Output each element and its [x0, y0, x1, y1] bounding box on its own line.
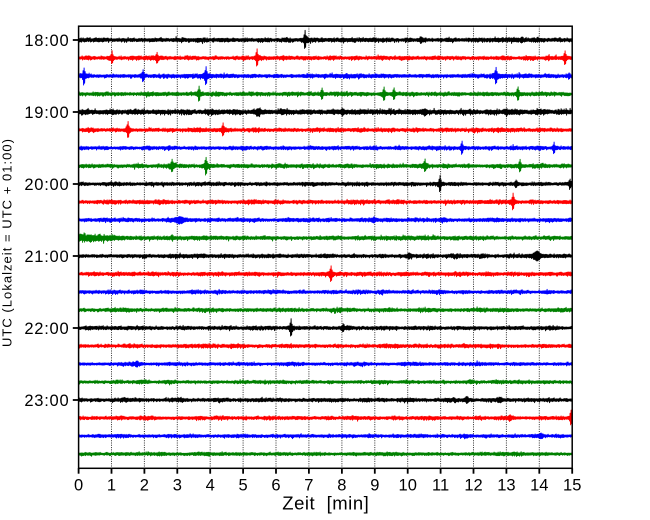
- svg-text:10: 10: [399, 477, 417, 495]
- svg-text:6: 6: [271, 477, 280, 495]
- svg-text:Zeit [min]: Zeit [min]: [282, 493, 369, 514]
- svg-text:5: 5: [239, 477, 248, 495]
- svg-text:1: 1: [107, 477, 116, 495]
- svg-text:4: 4: [206, 477, 215, 495]
- svg-text:21:00: 21:00: [24, 248, 69, 266]
- svg-text:20:00: 20:00: [24, 176, 69, 194]
- svg-text:UTC (Lokalzeit = UTC + 01:00): UTC (Lokalzeit = UTC + 01:00): [0, 138, 15, 347]
- svg-text:23:00: 23:00: [24, 392, 69, 410]
- svg-text:2: 2: [140, 477, 149, 495]
- svg-text:14: 14: [530, 477, 548, 495]
- svg-text:0: 0: [74, 477, 83, 495]
- svg-text:9: 9: [370, 477, 379, 495]
- svg-text:8: 8: [337, 477, 346, 495]
- svg-text:13: 13: [497, 477, 515, 495]
- svg-text:18:00: 18:00: [24, 32, 69, 50]
- svg-text:19:00: 19:00: [24, 104, 69, 122]
- svg-text:3: 3: [173, 477, 182, 495]
- svg-text:7: 7: [304, 477, 313, 495]
- svg-text:11: 11: [432, 477, 449, 495]
- svg-text:12: 12: [464, 477, 482, 495]
- svg-text:22:00: 22:00: [24, 320, 69, 338]
- svg-text:15: 15: [563, 477, 581, 495]
